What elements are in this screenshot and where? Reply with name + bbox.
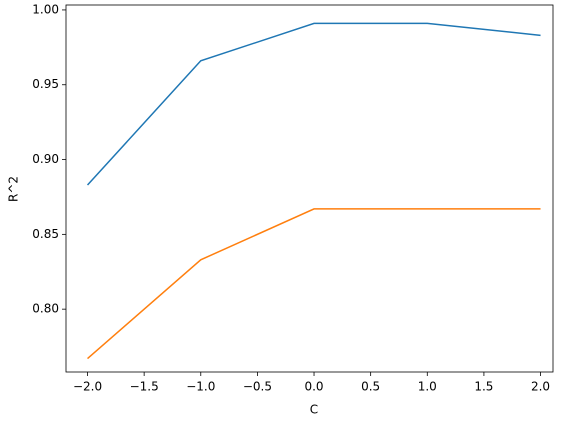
y-tick-label: 0.85: [32, 227, 59, 241]
x-tick-label: 0.5: [361, 380, 380, 394]
x-tick-label: 0.0: [304, 380, 323, 394]
y-tick-label: 0.80: [32, 302, 59, 316]
data-line: [87, 208, 541, 360]
plot-frame: [65, 4, 554, 373]
data-line: [86, 22, 541, 186]
x-tick-label: −0.5: [243, 380, 272, 394]
x-tick-label: 2.0: [531, 380, 550, 394]
x-tick-label: 1.0: [418, 380, 437, 394]
y-tick-label: 0.95: [32, 77, 59, 91]
y-tick-label: 0.90: [32, 152, 59, 166]
x-tick-label: −1.0: [186, 380, 215, 394]
x-tick-label: −2.0: [73, 380, 102, 394]
y-tick-label: 1.00: [32, 2, 59, 16]
y-axis-label: R^2: [7, 176, 21, 202]
x-tick-label: 1.5: [474, 380, 493, 394]
x-tick-label: −1.5: [130, 380, 159, 394]
x-axis-label: C: [310, 403, 318, 417]
